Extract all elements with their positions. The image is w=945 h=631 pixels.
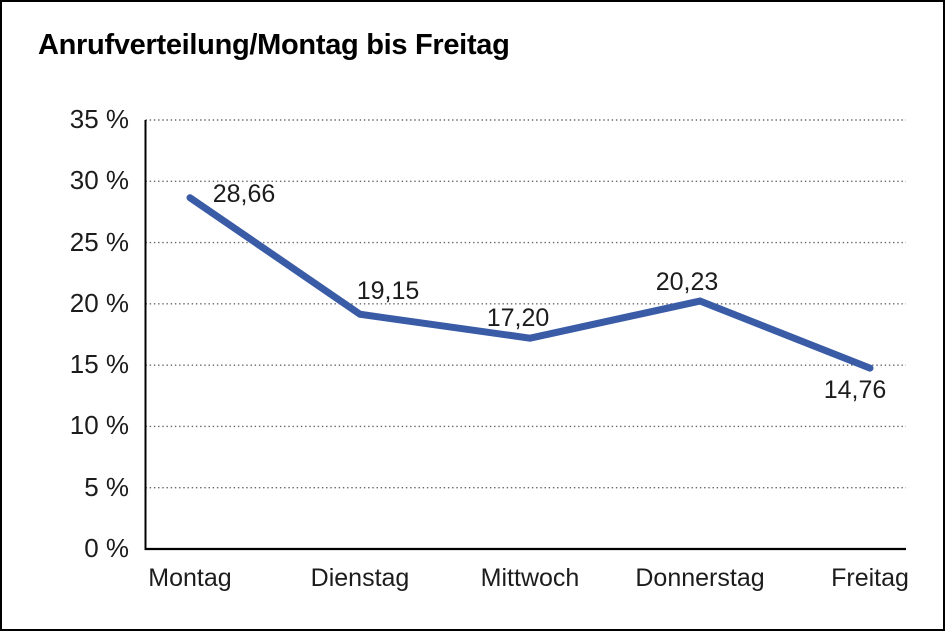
data-point-label: 28,66: [212, 179, 276, 208]
data-point-label: 20,23: [655, 268, 719, 297]
data-point-label: 17,20: [486, 304, 550, 333]
y-tick-label: 25 %: [69, 226, 129, 257]
data-line-series: [186, 194, 874, 372]
x-category-label: Donnerstag: [635, 564, 765, 592]
x-category-label: Dienstag: [310, 564, 410, 592]
y-tick-label: 20 %: [69, 287, 129, 318]
chart-title: Anrufverteilung/Montag bis Freitag: [38, 29, 510, 61]
y-tick-label: 0 %: [84, 533, 129, 563]
y-tick-label: 30 %: [69, 165, 129, 196]
x-category-label: Freitag: [831, 564, 909, 592]
y-tick-label: 35 %: [69, 104, 129, 134]
y-tick-label: 5 %: [84, 471, 129, 502]
data-point-label: 19,15: [356, 277, 420, 306]
y-tick-label: 10 %: [69, 410, 129, 441]
x-category-label: Mittwoch: [480, 564, 580, 592]
data-point-label: 14,76: [823, 376, 887, 405]
x-category-label: Montag: [148, 564, 232, 592]
y-tick-label: 15 %: [69, 349, 129, 380]
